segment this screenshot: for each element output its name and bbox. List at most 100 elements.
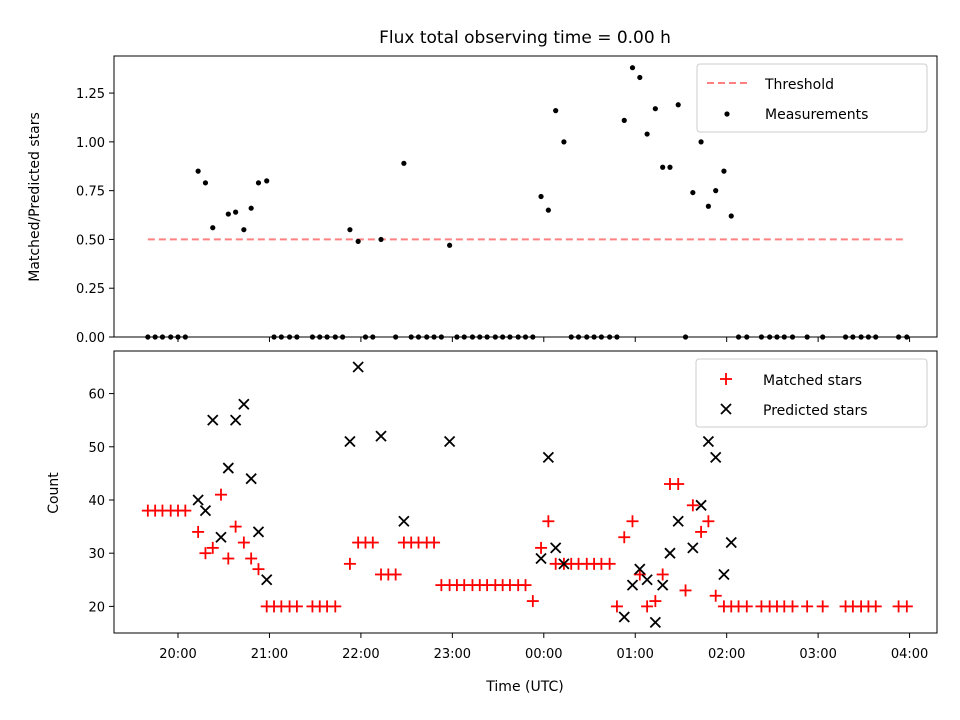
x-stroke-b [725, 536, 737, 549]
bottom-legend-box [695, 358, 928, 428]
bottom-panel: 20 30 40 50 60 20:00 21:00 22:00 23:00 00:00 01:0… [46, 350, 938, 695]
measurement-point [347, 227, 353, 233]
measurement-point [652, 106, 658, 112]
measurement-point [401, 160, 407, 166]
bottom-legend: Matched stars Predicted stars [695, 358, 928, 428]
bottom-y-axis-label: Count [46, 472, 62, 514]
predicted-star-point [558, 558, 570, 570]
top-y-tick-label: 0.50 [76, 233, 105, 248]
predicted-star-point [215, 531, 227, 543]
measurement-point [644, 131, 650, 137]
legend-matched-swatch [720, 373, 732, 385]
predicted-star-point [443, 435, 456, 448]
x-tick-label: 04:00 [891, 647, 928, 662]
legend-measurements-swatch [724, 111, 730, 117]
matched-star-point [816, 600, 829, 613]
x-stroke-b [718, 568, 730, 581]
x-tick-label: 03:00 [799, 647, 836, 662]
predicted-star-point [375, 430, 387, 442]
predicted-star-point [687, 542, 699, 554]
top-y-tick-label: 0.75 [76, 185, 105, 200]
measurement-point [721, 168, 727, 174]
predicted-star-point [657, 579, 669, 591]
x-stroke-b [634, 563, 646, 575]
x-axis-label: Time (UTC) [485, 679, 563, 695]
legend-measurements-label: Measurements [765, 107, 868, 123]
measurement-point [675, 102, 681, 108]
top-y-tick-label: 0.25 [76, 282, 105, 297]
predicted-star-point [207, 414, 219, 426]
chart-title: Flux total observing time = 0.00 h [379, 28, 671, 48]
predicted-star-point [725, 536, 737, 549]
x-stroke-b [702, 435, 715, 448]
measurement-point [378, 236, 384, 243]
measurement-point [713, 188, 719, 194]
top-legend-box [696, 63, 928, 133]
x-stroke-b [657, 579, 669, 591]
x-stroke-b [542, 451, 554, 464]
matched-star-point [252, 563, 265, 576]
predicted-star-point [229, 414, 242, 426]
matched-star-point [214, 488, 227, 501]
x-stroke-b [215, 531, 227, 543]
x-stroke-b [550, 542, 562, 554]
x-stroke-b [695, 499, 707, 511]
matched-star-point [222, 552, 235, 565]
measurement-point [660, 164, 666, 170]
legend-matched-label: Matched stars [763, 373, 862, 389]
predicted-star-point [222, 462, 234, 474]
predicted-star-point [535, 552, 547, 565]
x-stroke-b [618, 611, 630, 623]
measurement-point [447, 242, 453, 248]
matched-star-point [641, 600, 654, 613]
matched-star-point [428, 536, 441, 549]
predicted-star-point [542, 451, 554, 464]
matched-star-point [633, 568, 646, 581]
matched-star-point [290, 600, 303, 613]
measurement-point [233, 209, 239, 215]
matched-star-point [656, 568, 669, 581]
legend-threshold-label: Threshold [764, 77, 834, 93]
matched-star-point [786, 600, 799, 613]
matched-star-point [535, 541, 548, 554]
predicted-star-point [664, 547, 676, 559]
matched-star-point [618, 531, 631, 544]
x-stroke-b [535, 552, 547, 565]
measurement-point [210, 225, 216, 231]
predicted-star-point [344, 435, 356, 448]
top-y-axis-label: Matched/Predicted stars [27, 112, 43, 282]
x-stroke-b [222, 462, 234, 474]
predicted-star-point [398, 515, 410, 527]
predicted-star-point [352, 361, 364, 373]
bottom-y-tick-label: 20 [88, 600, 105, 615]
matched-star-point [695, 525, 708, 538]
measurement-point [705, 203, 711, 209]
bottom-plot-area [141, 361, 913, 628]
matched-star-point [610, 600, 623, 613]
measurement-point [553, 108, 559, 114]
top-x-ticks [177, 337, 911, 342]
x-stroke-b [626, 579, 639, 591]
measurement-point [637, 74, 643, 81]
x-stroke-b [710, 451, 722, 464]
predicted-star-point [245, 473, 257, 485]
x-stroke-b [245, 473, 257, 485]
x-stroke-b [641, 574, 653, 586]
measurement-point [545, 207, 551, 213]
matched-star-point [869, 600, 882, 613]
x-stroke-b [207, 414, 219, 426]
bottom-y-tick-label: 30 [88, 547, 105, 562]
matched-star-point [702, 515, 715, 528]
measurement-point [264, 178, 270, 184]
x-tick-label: 23:00 [434, 647, 471, 662]
matched-star-point [679, 584, 692, 597]
x-stroke-b [352, 361, 364, 373]
predicted-star-point [672, 515, 684, 527]
measurement-point [561, 139, 567, 145]
measurement-point [728, 213, 734, 219]
measurement-point [698, 139, 704, 145]
top-axes-frame [113, 55, 938, 338]
top-legend: Threshold Measurements [696, 63, 928, 133]
measurement-point [629, 65, 636, 71]
predicted-star-point [710, 451, 722, 464]
